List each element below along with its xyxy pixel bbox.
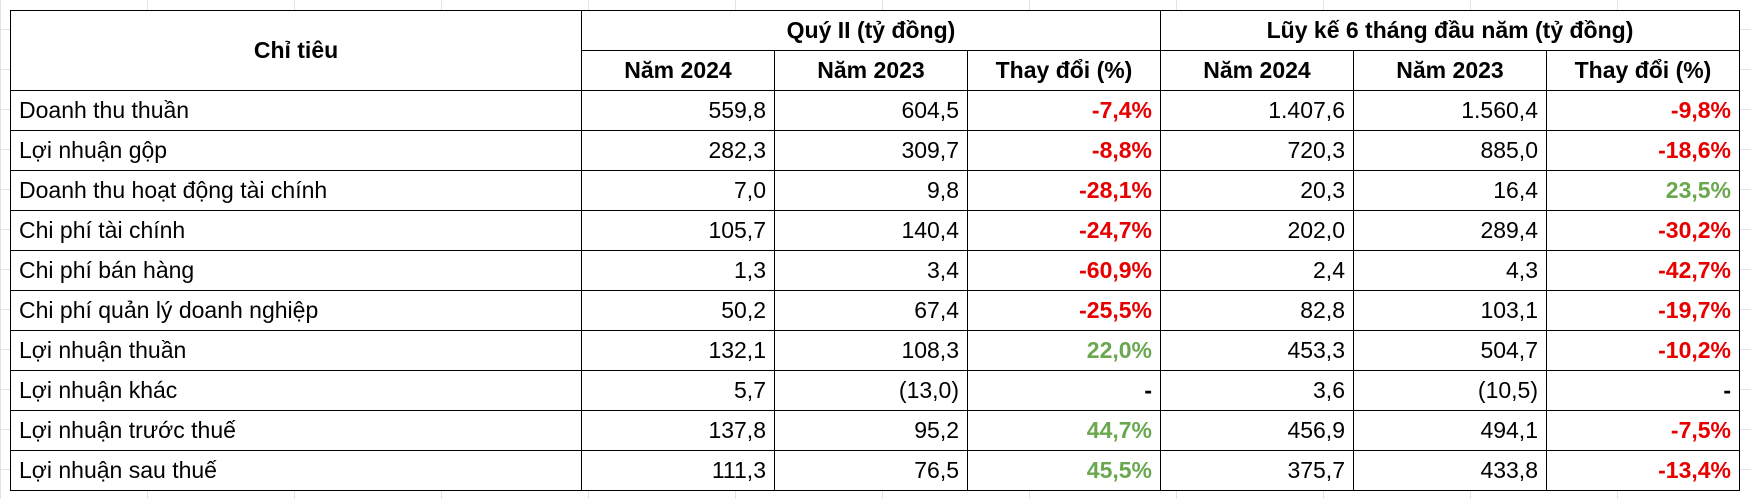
value-cell: 132,1 [581,330,775,371]
change-cell: 45,5% [967,450,1161,491]
value-cell: 140,4 [774,210,968,251]
change-cell: 22,0% [967,330,1161,371]
change-cell: -7,5% [1546,410,1740,451]
value-cell: 604,5 [774,90,968,131]
value-cell: 4,3 [1353,250,1547,291]
change-cell: -18,6% [1546,130,1740,171]
value-cell: 456,9 [1160,410,1354,451]
value-cell: (13,0) [774,370,968,411]
col-header: Năm 2024 [1160,50,1354,91]
value-cell: 720,3 [1160,130,1354,171]
table-row: Lợi nhuận sau thuế 111,3 76,5 45,5% 375,7 433… [10,450,1740,491]
change-cell: - [967,370,1161,411]
value-cell: 309,7 [774,130,968,171]
change-cell: -42,7% [1546,250,1740,291]
header-row-groups: Chỉ tiêu Quý II (tỷ đồng) Lũy kế 6 tháng… [10,10,1740,91]
table-row: Doanh thu hoạt động tài chính 7,0 9,8 -28,1… [10,170,1740,211]
indicator-header: Chỉ tiêu [10,10,582,91]
value-cell: 1.560,4 [1353,90,1547,131]
table-row: Lợi nhuận trước thuế 137,8 95,2 44,7% 456,9 4… [10,410,1740,451]
ytd-group-header: Lũy kế 6 tháng đầu năm (tỷ đồng) [1160,10,1740,51]
value-cell: 7,0 [581,170,775,211]
value-cell: 67,4 [774,290,968,331]
row-label: Chi phí tài chính [10,210,582,251]
value-cell: 202,0 [1160,210,1354,251]
value-cell: 3,4 [774,250,968,291]
row-label: Lợi nhuận khác [10,370,582,411]
change-cell: -19,7% [1546,290,1740,331]
change-cell: -9,8% [1546,90,1740,131]
change-cell: -25,5% [967,290,1161,331]
col-header: Năm 2023 [774,50,968,91]
col-header: Thay đổi (%) [967,50,1161,91]
value-cell: 504,7 [1353,330,1547,371]
value-cell: 2,4 [1160,250,1354,291]
value-cell: 885,0 [1353,130,1547,171]
table-row: Doanh thu thuần 559,8 604,5 -7,4% 1.407,6 1.5… [10,90,1740,131]
value-cell: 111,3 [581,450,775,491]
row-label: Lợi nhuận trước thuế [10,410,582,451]
header-row-columns: Năm 2024 Năm 2023 Thay đổi (%) Năm 2024 … [11,50,1740,91]
value-cell: 282,3 [581,130,775,171]
value-cell: 494,1 [1353,410,1547,451]
value-cell: 1.407,6 [1160,90,1354,131]
value-cell: 559,8 [581,90,775,131]
value-cell: 137,8 [581,410,775,451]
value-cell: 1,3 [581,250,775,291]
col-header: Năm 2023 [1353,50,1547,91]
row-label: Doanh thu hoạt động tài chính [10,170,582,211]
table-row: Chi phí tài chính 105,7 140,4 -24,7% 202,0 28… [10,210,1740,251]
row-label: Doanh thu thuần [10,90,582,131]
col-header: Năm 2024 [581,50,775,91]
change-cell: -8,8% [967,130,1161,171]
row-label: Lợi nhuận sau thuế [10,450,582,491]
change-cell: 44,7% [967,410,1161,451]
value-cell: 5,7 [581,370,775,411]
table-body: Doanh thu thuần 559,8 604,5 -7,4% 1.407,6 1.5… [10,90,1740,491]
table-row: Chi phí bán hàng 1,3 3,4 -60,9% 2,4 4,3 -42,7% [10,250,1740,291]
value-cell: 103,1 [1353,290,1547,331]
change-cell: -13,4% [1546,450,1740,491]
table-row: Lợi nhuận gộp 282,3 309,7 -8,8% 720,3 885,0 -1… [10,130,1740,171]
table-row: Lợi nhuận thuần 132,1 108,3 22,0% 453,3 504,7… [10,330,1740,371]
value-cell: 433,8 [1353,450,1547,491]
change-cell: -30,2% [1546,210,1740,251]
change-cell: - [1546,370,1740,411]
col-header: Thay đổi (%) [1546,50,1740,91]
row-label: Chi phí quản lý doanh nghiệp [10,290,582,331]
value-cell: 3,6 [1160,370,1354,411]
change-cell: -10,2% [1546,330,1740,371]
table-row: Chi phí quản lý doanh nghiệp 50,2 67,4 -25,… [10,290,1740,331]
value-cell: 108,3 [774,330,968,371]
value-cell: 50,2 [581,290,775,331]
table-row: Lợi nhuận khác 5,7 (13,0) -3,6 (10,5) - [10,370,1740,411]
row-label: Chi phí bán hàng [10,250,582,291]
change-cell: -60,9% [967,250,1161,291]
value-cell: 453,3 [1160,330,1354,371]
change-cell: -24,7% [967,210,1161,251]
row-label: Lợi nhuận gộp [10,130,582,171]
value-cell: 16,4 [1353,170,1547,211]
change-cell: -7,4% [967,90,1161,131]
value-cell: 76,5 [774,450,968,491]
value-cell: 375,7 [1160,450,1354,491]
value-cell: 105,7 [581,210,775,251]
change-cell: -28,1% [967,170,1161,211]
change-cell: 23,5% [1546,170,1740,211]
value-cell: 82,8 [1160,290,1354,331]
value-cell: 9,8 [774,170,968,211]
row-label: Lợi nhuận thuần [10,330,582,371]
value-cell: (10,5) [1353,370,1547,411]
value-cell: 95,2 [774,410,968,451]
financial-results-table: Chỉ tiêu Quý II (tỷ đồng) Lũy kế 6 tháng… [10,10,1740,491]
q2-group-header: Quý II (tỷ đồng) [581,10,1161,51]
value-cell: 20,3 [1160,170,1354,211]
value-cell: 289,4 [1353,210,1547,251]
